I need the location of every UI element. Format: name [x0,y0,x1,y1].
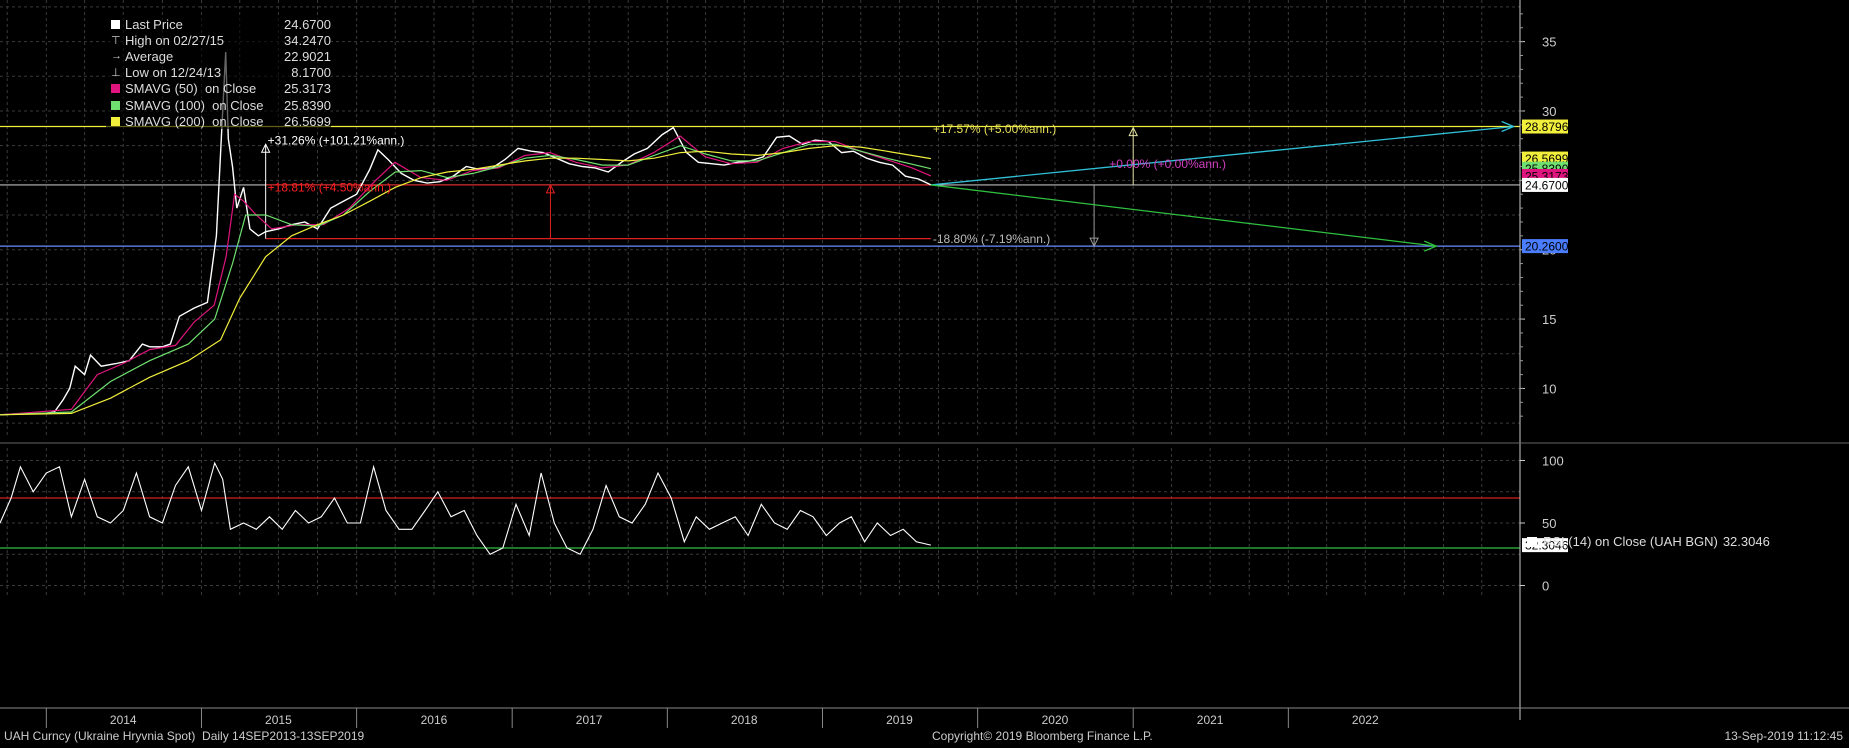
price-tag-bg [1522,119,1568,134]
legend-value: 22.9021 [284,48,331,64]
legend-entry: Last Price 24.6700 [106,16,331,32]
y-tick-label: 35 [1542,35,1556,50]
moving-average-line [0,135,932,416]
low-marker-icon: ⊥ [111,67,121,80]
annotation-label: +18.81% (+4.50%ann.) [268,180,391,194]
measure-arrow-head [260,143,271,153]
trend-line [930,125,1514,186]
legend-entry: ⊤ High on 02/27/15 34.2470 [106,32,331,48]
annotation-label: +17.57% (+5.00%ann.) [933,122,1056,136]
legend-label: Last Price [125,16,183,32]
measure-arrow-head [1089,237,1099,248]
price-tag-label: 28.8796 [1525,120,1569,134]
legend-value: 24.6700 [284,16,331,32]
y-tick-label: 10 [1542,381,1556,396]
legend-label: SMAVG (50) on Close [125,81,257,97]
footer-copyright: Copyright© 2019 Bloomberg Finance L.P. [932,729,1153,743]
price-tag: 24.6700 [1522,177,1569,192]
price-tag-bg [1522,177,1568,192]
rsi-legend: RSI (14) on Close (UAH BGN) 32.3046 [1527,534,1770,549]
rsi-line [0,461,932,556]
legend-label: High on 02/27/15 [125,32,225,48]
trend-arrow-head [1424,240,1438,252]
rsi-y-tick-label: 0 [1542,579,1549,594]
y-tick-label: 15 [1542,312,1556,327]
annotation-label: +0.00% (+0.00%ann.) [1109,157,1226,171]
annotation-label: +31.26% (+101.21%ann.) [268,133,405,147]
price-series [0,51,932,416]
legend-swatch [111,84,120,94]
price-tag-bg [1522,239,1568,254]
footer-timestamp: 13-Sep-2019 11:12:45 [1724,729,1843,743]
legend-value: 25.8390 [284,97,331,113]
trend-arrow-head [1501,120,1516,133]
annotation-label: -18.80% (-7.19%ann.) [933,232,1050,246]
x-tick-label: 2021 [1197,713,1224,727]
rsi-legend-label: RSI (14) on Close (UAH BGN) [1543,534,1718,549]
x-tick-label: 2016 [421,713,448,727]
rsi-y-tick-label: 50 [1542,516,1556,531]
measure-arrow-head [545,183,556,194]
rsi-legend-value: 32.3046 [1722,534,1770,549]
legend-label: Low on 12/24/13 [125,65,222,81]
x-tick-label: 2015 [265,713,292,727]
x-tick-label: 2014 [110,713,137,727]
chart-annotations: +31.26% (+101.21%ann.) +18.81% (+4.50%ann… [268,122,1226,246]
legend-label: Average [125,48,174,64]
x-tick-label: 2022 [1352,713,1379,727]
price-tag: 20.2600 [1522,239,1569,254]
y-tick-label: 30 [1542,104,1556,119]
trend-line [930,184,1437,247]
price-tag-label: 24.6700 [1525,178,1569,192]
legend-swatch [111,100,120,110]
price-tag: 28.8796 [1522,119,1569,134]
legend-entry: SMAVG (200) on Close 26.5699 [106,113,331,129]
legend-label: SMAVG (200) on Close [125,113,264,129]
legend-swatch [111,116,120,126]
legend-entry: ⊥ Low on 12/24/13 8.1700 [106,65,331,81]
moving-average-line [0,145,931,416]
avg-marker-icon: → [111,50,122,63]
price-legend: Last Price 24.6700 ⊤ High on 02/27/15 34.247… [106,16,331,130]
moving-average-line [0,143,932,416]
trend-lines [930,120,1516,252]
measure-arrow-head [1128,126,1139,137]
legend-entry: SMAVG (50) on Close 25.3173 [106,81,331,97]
axes: 10152025303528.879626.569925.839025.3173… [0,0,1849,728]
legend-value: 25.3173 [284,81,331,97]
high-marker-icon: ⊤ [111,34,121,47]
x-tick-label: 2018 [731,713,758,727]
rsi-swatch [1527,536,1537,547]
legend-label: SMAVG (100) on Close [125,97,264,113]
x-tick-label: 2020 [1042,713,1069,727]
footer-security: UAH Curncy (Ukraine Hryvnia Spot) Daily … [4,729,365,743]
legend-swatch [111,19,120,29]
legend-value: 34.2470 [284,32,331,48]
price-tag-label: 20.2600 [1525,240,1569,254]
legend-value: 26.5699 [284,113,331,129]
legend-entry: → Average 22.9021 [106,48,331,64]
rsi-y-tick-label: 100 [1542,454,1564,469]
legend-value: 8.1700 [291,65,331,81]
x-tick-label: 2019 [886,713,913,727]
x-tick-label: 2017 [576,713,603,727]
legend-entry: SMAVG (100) on Close 25.8390 [106,97,331,113]
